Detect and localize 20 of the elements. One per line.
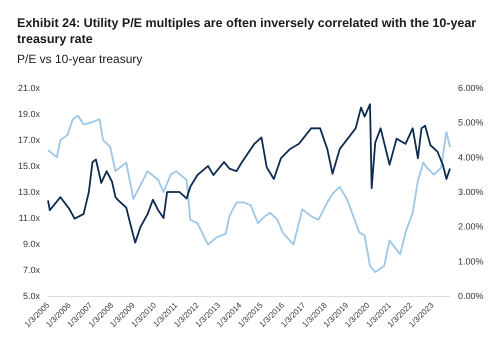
- y-tick-label: 13.0x: [18, 187, 40, 197]
- line-series: [47, 103, 451, 244]
- y-tick-label: 7.0x: [22, 265, 40, 275]
- y-tick-label: 9.0x: [22, 239, 40, 249]
- y2-tick-label: 1.00%: [458, 256, 484, 266]
- y2-tick-label: 3.00%: [458, 187, 484, 197]
- chart-title: Exhibit 24: Utility P/E multiples are often inversely correlated with the 10-year treasury rate: [17, 16, 480, 46]
- line-series: [47, 114, 451, 273]
- y-tick-label: 15.0x: [18, 161, 40, 171]
- y-tick-label: 19.0x: [18, 109, 40, 119]
- y-tick-label: 5.0x: [22, 291, 40, 301]
- y2-tick-label: 2.00%: [458, 222, 484, 232]
- y2-tick-label: 6.00%: [458, 83, 484, 93]
- y-tick-label: 17.0x: [18, 135, 40, 145]
- chart-subtitle: P/E vs 10-year treasury: [17, 52, 142, 66]
- y-tick-label: 11.0x: [18, 213, 40, 223]
- y-tick-label: 21.0x: [18, 83, 40, 93]
- y2-tick-label: 5.00%: [458, 118, 484, 128]
- y2-tick-label: 0.00%: [458, 291, 484, 301]
- y2-tick-label: 4.00%: [458, 152, 484, 162]
